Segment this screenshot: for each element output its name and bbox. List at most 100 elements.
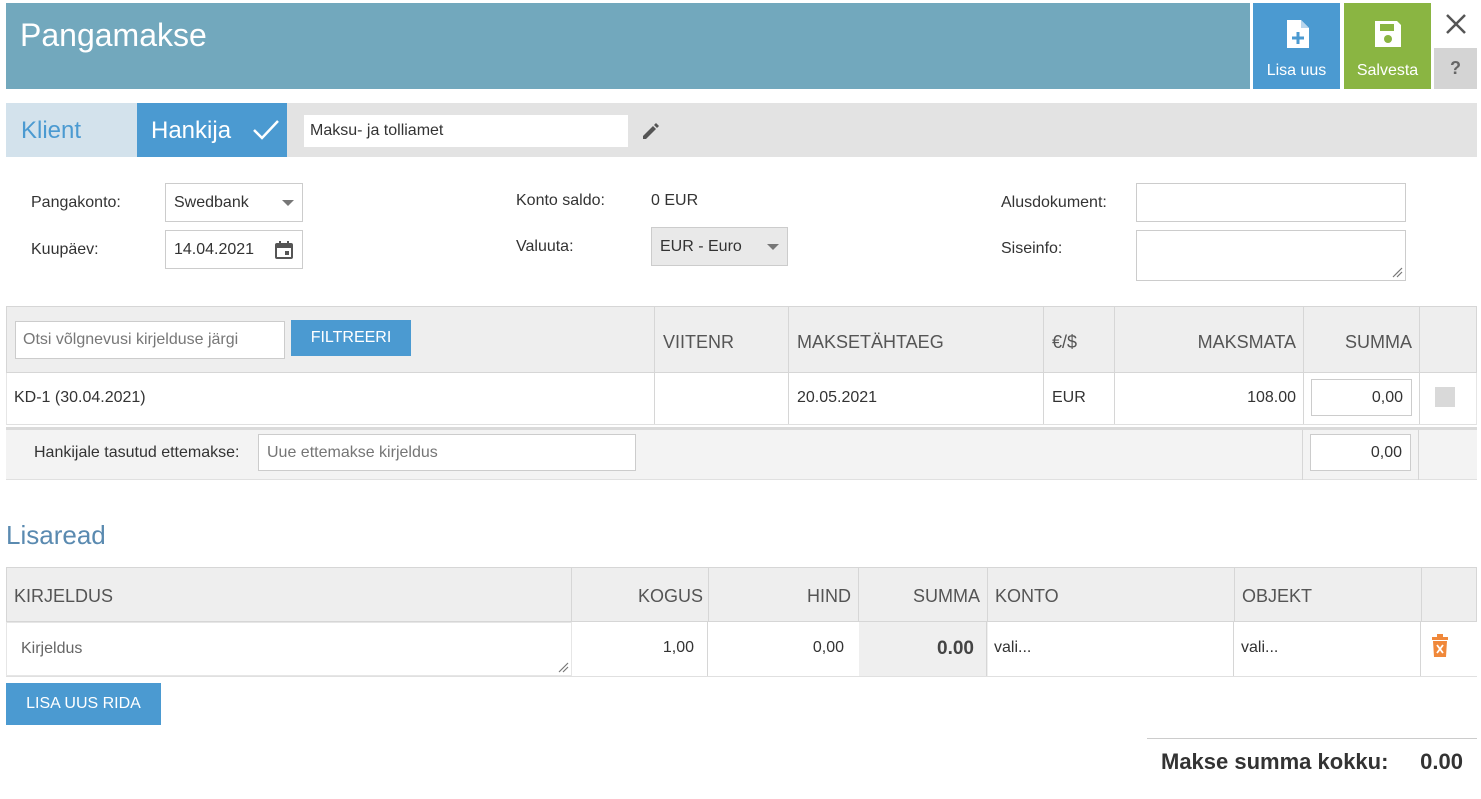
file-add-icon bbox=[1286, 20, 1309, 48]
advance-description-input[interactable] bbox=[258, 434, 636, 471]
row-object-select[interactable]: vali... bbox=[1241, 639, 1279, 656]
save-button[interactable]: Salvesta bbox=[1344, 3, 1431, 89]
add-new-button[interactable]: Lisa uus bbox=[1253, 3, 1340, 89]
trash-icon[interactable] bbox=[1431, 634, 1449, 658]
row-price-input[interactable]: 0,00 bbox=[812, 639, 844, 656]
date-field[interactable]: 14.04.2021 bbox=[165, 230, 303, 269]
currency-label: Valuuta: bbox=[516, 238, 574, 255]
debt-currency: EUR bbox=[1052, 389, 1086, 406]
row-sum-cell: 0.00 bbox=[859, 622, 988, 676]
advance-sum-input[interactable] bbox=[1310, 434, 1411, 471]
column-divider bbox=[1421, 568, 1422, 622]
column-divider bbox=[1114, 373, 1115, 424]
column-divider bbox=[788, 307, 789, 373]
bank-account-value: Swedbank bbox=[174, 194, 249, 211]
tab-supplier-label: Hankija bbox=[151, 117, 232, 144]
table-row: Kirjeldus 1,00 0,00 0.00 vali... vali... bbox=[6, 622, 1477, 677]
date-label: Kuupäev: bbox=[31, 241, 99, 258]
chevron-down-icon bbox=[767, 243, 779, 250]
column-divider bbox=[1303, 307, 1304, 373]
calendar-icon[interactable] bbox=[274, 240, 294, 260]
advance-payment-label: Hankijale tasutud ettemakse: bbox=[34, 444, 240, 461]
debt-search-input[interactable] bbox=[15, 321, 285, 359]
partner-type-bar: Klient Hankija bbox=[6, 103, 1477, 157]
row-quantity-input[interactable]: 1,00 bbox=[662, 639, 694, 656]
column-divider bbox=[571, 568, 572, 622]
save-label: Salvesta bbox=[1356, 62, 1419, 79]
balance-label: Konto saldo: bbox=[516, 192, 605, 209]
column-divider bbox=[708, 568, 709, 622]
column-divider bbox=[788, 373, 789, 424]
page-header: Pangamakse bbox=[6, 3, 1250, 89]
internal-info-textarea[interactable] bbox=[1136, 230, 1406, 281]
column-header-due-date: MAKSETÄHTAEG bbox=[797, 332, 944, 352]
debt-due-date: 20.05.2021 bbox=[797, 389, 878, 406]
payment-total-value: 0.00 bbox=[1420, 749, 1463, 774]
resize-handle-icon[interactable] bbox=[558, 662, 569, 673]
checkmark-icon bbox=[253, 120, 279, 140]
column-header-sum: SUMMA bbox=[1345, 332, 1412, 352]
floppy-disk-icon bbox=[1374, 21, 1401, 47]
internal-info-label: Siseinfo: bbox=[1001, 240, 1063, 257]
column-divider bbox=[986, 622, 987, 676]
column-divider bbox=[1420, 622, 1421, 676]
resize-handle-icon[interactable] bbox=[1392, 267, 1403, 278]
column-header-price: HIND bbox=[807, 586, 851, 606]
row-account-select[interactable]: vali... bbox=[994, 639, 1032, 656]
advance-payment-row: Hankijale tasutud ettemakse: bbox=[6, 427, 1477, 480]
balance-value: 0 EUR bbox=[651, 192, 699, 209]
column-divider bbox=[858, 568, 859, 622]
partner-name-input[interactable] bbox=[304, 115, 628, 147]
column-divider bbox=[1114, 307, 1115, 373]
pencil-icon[interactable] bbox=[640, 121, 662, 141]
column-header-currency: €/$ bbox=[1052, 332, 1078, 352]
debt-sum-input[interactable] bbox=[1311, 379, 1412, 416]
column-divider bbox=[1234, 568, 1235, 622]
add-new-label: Lisa uus bbox=[1266, 62, 1327, 79]
payment-total-label: Makse summa kokku: bbox=[1161, 749, 1389, 774]
extra-rows-table-header: KIRJELDUS KOGUS HIND SUMMA KONTO OBJEKT bbox=[6, 567, 1477, 622]
base-document-input[interactable] bbox=[1136, 183, 1406, 222]
column-divider bbox=[1419, 307, 1420, 373]
row-description-textarea[interactable]: Kirjeldus bbox=[6, 622, 572, 676]
table-row: KD-1 (30.04.2021) 20.05.2021 EUR 108.00 bbox=[6, 373, 1477, 425]
column-divider bbox=[1233, 622, 1234, 676]
close-icon[interactable] bbox=[1440, 8, 1472, 40]
page-title: Pangamakse bbox=[20, 17, 207, 53]
column-header-account: KONTO bbox=[995, 586, 1059, 606]
column-header-description: KIRJELDUS bbox=[14, 586, 114, 606]
debt-description: KD-1 (30.04.2021) bbox=[14, 389, 146, 406]
chevron-down-icon bbox=[282, 199, 294, 206]
column-divider bbox=[987, 568, 988, 622]
currency-value: EUR - Euro bbox=[660, 238, 742, 255]
row-sum-value: 0.00 bbox=[937, 638, 974, 659]
extra-rows-title: Lisaread bbox=[6, 520, 106, 550]
column-divider bbox=[1303, 373, 1304, 424]
column-divider bbox=[1419, 373, 1420, 424]
column-divider bbox=[1418, 430, 1419, 480]
debt-select-checkbox[interactable] bbox=[1435, 387, 1455, 407]
date-value: 14.04.2021 bbox=[174, 241, 255, 258]
debt-unpaid: 108.00 bbox=[1247, 389, 1296, 406]
column-divider bbox=[1043, 307, 1044, 373]
column-header-unpaid: MAKSMATA bbox=[1197, 332, 1296, 352]
column-divider bbox=[654, 373, 655, 424]
add-row-button[interactable]: LISA UUS RIDA bbox=[6, 683, 161, 725]
column-divider bbox=[707, 622, 708, 676]
currency-select[interactable]: EUR - Euro bbox=[651, 227, 788, 266]
filter-button[interactable]: FILTREERI bbox=[291, 320, 411, 356]
bank-account-select[interactable]: Swedbank bbox=[165, 183, 303, 222]
payment-total: Makse summa kokku: 0.00 bbox=[1147, 738, 1477, 788]
column-header-object: OBJEKT bbox=[1242, 586, 1313, 606]
row-description-placeholder: Kirjeldus bbox=[21, 640, 83, 657]
column-divider bbox=[1043, 373, 1044, 424]
tab-supplier[interactable]: Hankija bbox=[137, 103, 287, 157]
tab-client[interactable]: Klient bbox=[6, 103, 137, 157]
help-button[interactable]: ? bbox=[1434, 48, 1477, 89]
bank-account-label: Pangakonto: bbox=[31, 194, 121, 211]
debts-table-header: FILTREERI VIITENR MAKSETÄHTAEG €/$ MAKSM… bbox=[6, 306, 1477, 373]
column-header-row-sum: SUMMA bbox=[913, 586, 980, 606]
column-header-ref: VIITENR bbox=[663, 332, 735, 352]
column-header-quantity: KOGUS bbox=[637, 586, 703, 606]
column-divider bbox=[1302, 430, 1303, 480]
